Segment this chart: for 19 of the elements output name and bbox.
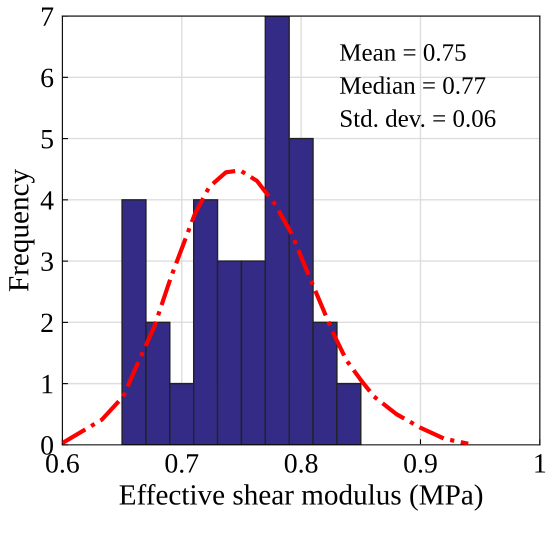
y-axis-title: Frequency bbox=[9, 169, 35, 292]
annotation: Median = 0.77 bbox=[340, 76, 486, 94]
y-tick-label: 6 bbox=[41, 68, 54, 88]
annotation: Std. dev. = 0.06 bbox=[340, 109, 496, 128]
line-series bbox=[62, 168, 470, 445]
y-tick-label: 5 bbox=[42, 130, 53, 149]
y-tick-label: 2 bbox=[41, 314, 53, 332]
x-tick-label: 0.9 bbox=[404, 454, 437, 473]
y-tick-label: 0 bbox=[41, 436, 53, 455]
x-tick-label: 0.8 bbox=[284, 454, 318, 473]
x-tick-label: 0.7 bbox=[165, 454, 198, 473]
x-tick-label: 1 bbox=[535, 454, 546, 472]
y-tick-label: 3 bbox=[41, 252, 53, 272]
x-axis-title: Effective shear modulus (MPa) bbox=[120, 484, 482, 511]
annotation: Mean = 0.75 bbox=[340, 44, 466, 62]
y-tick-label: 4 bbox=[40, 191, 54, 210]
y-tick-label: 1 bbox=[42, 374, 52, 394]
x-tick-label: 0.6 bbox=[46, 454, 79, 473]
y-tick-label: 7 bbox=[42, 8, 54, 26]
